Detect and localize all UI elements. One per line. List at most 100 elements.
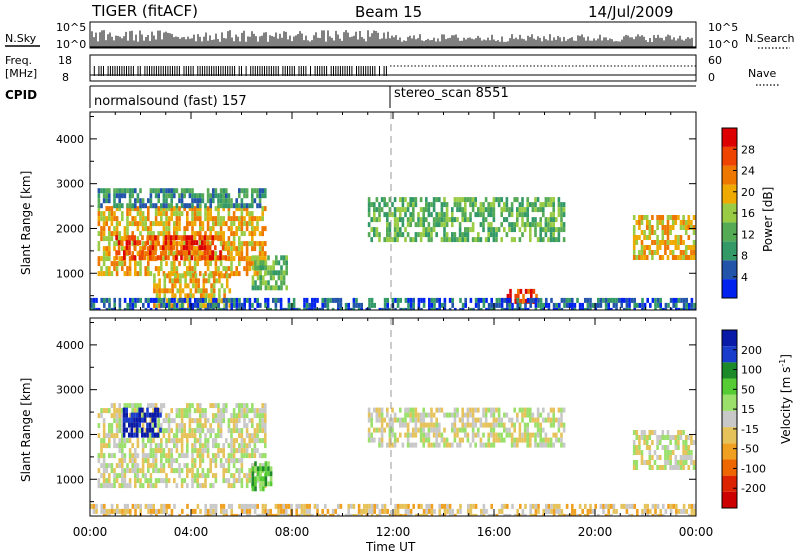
data-cell xyxy=(175,458,179,464)
data-cell xyxy=(214,478,218,484)
data-cell xyxy=(490,422,493,428)
data-cell xyxy=(199,508,202,514)
data-cell xyxy=(432,197,436,203)
data-cell xyxy=(267,466,270,472)
data-cell xyxy=(149,255,152,261)
data-cell xyxy=(422,417,425,423)
data-cell xyxy=(121,508,124,514)
data-cell xyxy=(183,193,186,199)
data-cell xyxy=(438,212,441,218)
data-cell xyxy=(671,250,675,255)
data-cell xyxy=(557,207,561,213)
data-cell xyxy=(97,203,101,209)
data-cell xyxy=(443,217,446,223)
data-cell xyxy=(212,193,215,199)
data-cell xyxy=(552,503,556,509)
data-cell xyxy=(441,503,444,509)
data-cell xyxy=(552,508,556,514)
data-cell xyxy=(238,448,241,454)
data-cell xyxy=(422,207,425,213)
data-cell xyxy=(128,261,132,267)
data-cell xyxy=(419,207,423,213)
data-cell xyxy=(547,202,550,208)
data-cell xyxy=(381,503,384,509)
data-cell xyxy=(207,298,211,304)
data-cell xyxy=(115,255,118,261)
data-cell xyxy=(194,273,198,279)
data-cell xyxy=(102,433,106,439)
data-cell xyxy=(118,193,121,199)
data-cell xyxy=(456,202,459,208)
data-cell xyxy=(544,417,548,423)
data-cell xyxy=(212,483,215,489)
data-cell xyxy=(240,468,244,474)
data-cell xyxy=(203,240,207,246)
data-cell xyxy=(298,513,301,516)
data-cell xyxy=(386,202,389,208)
data-cell xyxy=(428,508,431,514)
data-cell xyxy=(560,207,563,213)
data-cell xyxy=(440,202,444,208)
data-cell xyxy=(139,221,142,227)
data-cell xyxy=(110,221,114,227)
data-cell xyxy=(217,423,220,429)
data-cell xyxy=(180,198,184,204)
data-cell xyxy=(175,302,179,308)
data-cell xyxy=(175,448,179,454)
data-cell xyxy=(370,412,373,418)
data-cell xyxy=(206,226,210,232)
data-cell xyxy=(209,463,212,469)
data-cell xyxy=(248,443,251,449)
data-cell xyxy=(279,503,283,509)
data-cell xyxy=(687,235,691,240)
data-cell xyxy=(651,255,654,260)
data-cell xyxy=(412,412,415,418)
data-cell xyxy=(269,285,273,291)
data-cell xyxy=(331,508,335,514)
data-cell xyxy=(534,197,537,203)
data-cell xyxy=(149,241,153,247)
colorbar-cell xyxy=(722,241,737,261)
data-cell xyxy=(154,443,158,449)
data-cell xyxy=(164,255,168,261)
data-cell xyxy=(173,443,176,449)
data-cell xyxy=(693,302,696,308)
data-cell xyxy=(160,261,163,267)
data-cell xyxy=(375,217,379,223)
data-cell xyxy=(643,245,646,250)
data-cell xyxy=(396,232,399,238)
data-cell xyxy=(185,240,188,246)
data-cell xyxy=(516,197,519,203)
data-cell xyxy=(126,211,129,217)
data-cell xyxy=(477,237,480,243)
data-cell xyxy=(182,235,186,241)
data-cell xyxy=(388,432,392,438)
data-cell xyxy=(380,207,384,213)
data-cell xyxy=(115,413,119,419)
data-cell xyxy=(214,266,218,272)
nave-tick-top: 60 xyxy=(708,54,722,67)
data-cell xyxy=(162,203,166,209)
data-cell xyxy=(422,442,425,448)
data-cell xyxy=(248,503,252,509)
data-cell xyxy=(206,255,209,261)
data-cell xyxy=(201,413,205,419)
data-cell xyxy=(500,508,504,514)
data-cell xyxy=(258,198,262,204)
data-cell xyxy=(513,437,516,443)
data-cell xyxy=(128,198,132,204)
data-cell xyxy=(477,212,480,218)
data-cell xyxy=(160,251,163,257)
data-cell xyxy=(138,417,141,423)
data-cell xyxy=(370,432,373,438)
data-cell xyxy=(243,508,246,514)
data-cell xyxy=(264,466,268,472)
data-cell xyxy=(170,438,173,444)
data-cell xyxy=(189,288,193,294)
data-cell xyxy=(560,407,563,413)
data-cell xyxy=(209,468,212,474)
data-cell xyxy=(113,203,116,209)
data-cell xyxy=(682,508,686,514)
data-cell xyxy=(191,448,194,454)
data-cell xyxy=(331,297,335,303)
